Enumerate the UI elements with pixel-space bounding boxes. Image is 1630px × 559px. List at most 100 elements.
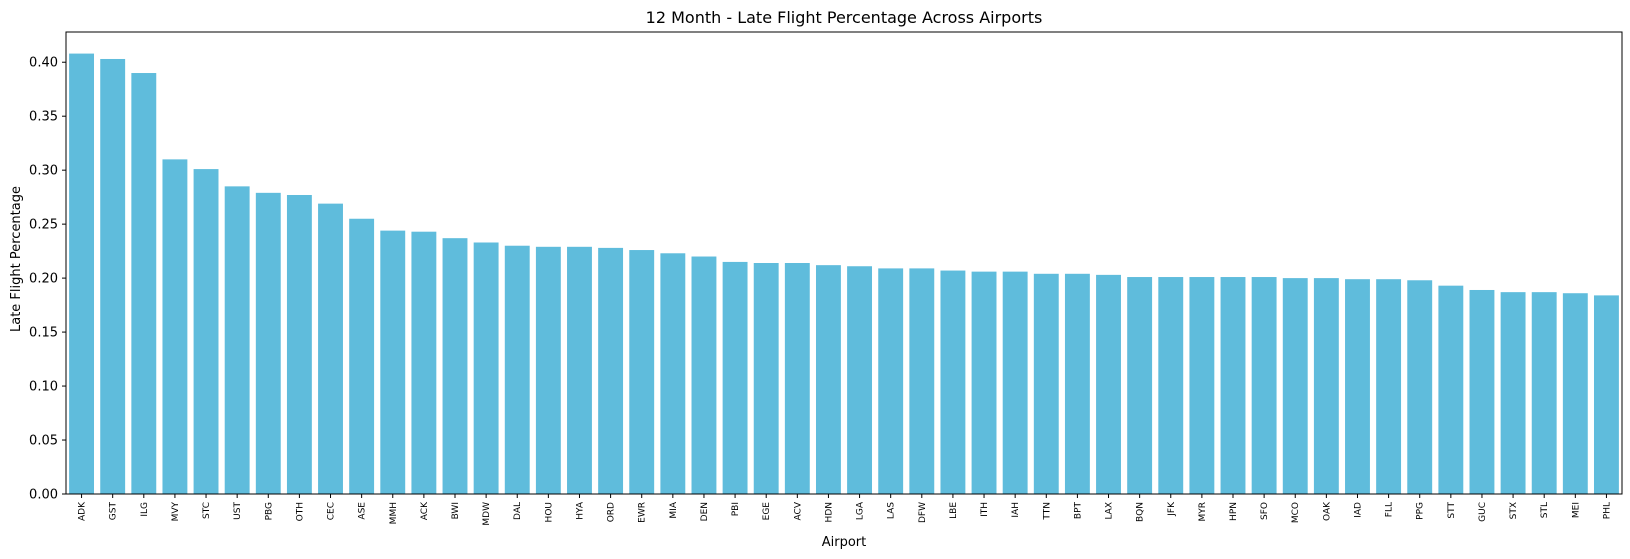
bar-hpn	[1220, 277, 1246, 494]
x-tick-label: BWI	[451, 502, 461, 519]
x-tick-label: CEC	[327, 502, 337, 520]
x-tick-label: MCO	[1291, 502, 1301, 523]
x-tick-label: ITH	[980, 502, 990, 517]
bar-ege	[753, 263, 779, 494]
y-tick-label: 0.00	[29, 488, 58, 503]
y-tick-label: 0.20	[29, 272, 58, 287]
chart-title: 12 Month - Late Flight Percentage Across…	[646, 8, 1043, 27]
x-tick-label: PBG	[264, 502, 274, 520]
x-tick-label: MDW	[482, 502, 492, 526]
y-axis-label: Late Flight Percentage	[9, 186, 24, 332]
bar-lax	[1096, 274, 1121, 494]
bar-mco	[1282, 278, 1308, 494]
x-tick-label: LAS	[887, 502, 897, 519]
bar-bqn	[1127, 277, 1153, 494]
bars-group	[69, 53, 1619, 495]
bar-las	[878, 268, 904, 494]
x-tick-label: HDN	[824, 502, 834, 522]
bar-stl	[1531, 292, 1557, 494]
bar-phl	[1593, 295, 1619, 494]
bar-ewr	[629, 250, 655, 494]
x-tick-label: GST	[109, 502, 119, 521]
y-tick-label: 0.40	[29, 56, 58, 71]
bar-lga	[847, 266, 873, 494]
x-tick-label: ILG	[140, 502, 150, 517]
x-axis-label: Airport	[822, 535, 867, 550]
x-tick-label: OAK	[1322, 501, 1332, 521]
bar-ase	[349, 218, 375, 495]
bar-stt	[1438, 285, 1464, 494]
bar-ord	[598, 247, 624, 494]
bar-bwi	[442, 238, 468, 494]
x-tick-label: STT	[1447, 502, 1457, 519]
x-tick-label: OTH	[295, 502, 305, 521]
bar-bpt	[1064, 273, 1090, 494]
bar-oth	[286, 194, 312, 494]
x-tick-label: LGA	[856, 501, 866, 520]
bar-hdn	[815, 265, 841, 494]
bar-hou	[535, 246, 561, 494]
bar-ack	[411, 231, 437, 494]
y-tick-label: 0.35	[29, 110, 58, 125]
plot-frame	[65, 31, 1623, 495]
bar-mvy	[162, 159, 188, 494]
bar-pbi	[722, 261, 748, 494]
bar-stx	[1500, 292, 1526, 494]
bar-lbe	[940, 270, 966, 494]
x-tick-label: FLL	[1385, 502, 1395, 517]
x-tick-label: ACK	[420, 501, 430, 520]
bar-acv	[784, 263, 810, 494]
x-tick-label: EWR	[638, 502, 648, 523]
x-tick-label: IAH	[1011, 502, 1021, 518]
x-tick-label: GUC	[1478, 502, 1488, 522]
bar-mia	[660, 253, 686, 494]
x-tick-label: UST	[233, 502, 243, 520]
x-tick-label: PPG	[1416, 502, 1426, 520]
bar-mei	[1562, 293, 1588, 494]
x-tick-label: DAL	[513, 502, 523, 520]
bar-adk	[69, 53, 95, 495]
y-tick-label: 0.15	[29, 326, 58, 341]
y-tick-label: 0.10	[29, 380, 58, 395]
bar-myr	[1189, 277, 1215, 494]
bar-fll	[1376, 279, 1402, 494]
x-tick-label: HPN	[1229, 502, 1239, 521]
bar-den	[691, 256, 717, 494]
bar-ttn	[1033, 273, 1059, 494]
x-tick-label: STL	[1540, 502, 1550, 518]
x-tick-label: IAD	[1353, 502, 1363, 518]
x-tick-label: PHL	[1602, 502, 1612, 519]
x-tick-label: ASE	[358, 502, 368, 520]
bar-ppg	[1407, 280, 1433, 494]
x-tick-label: PBI	[731, 502, 741, 516]
bar-jfk	[1158, 277, 1184, 494]
x-tick-label: ACV	[793, 501, 803, 520]
x-tick-label: BQN	[1136, 502, 1146, 522]
x-tick-label: MIA	[669, 501, 679, 518]
x-tick-label: DFW	[918, 502, 928, 523]
x-tick-label: LAX	[1105, 502, 1115, 520]
bar-gst	[100, 58, 126, 494]
x-tick-label: ORD	[607, 502, 617, 522]
bar-mmh	[380, 230, 406, 494]
x-tick-label: DEN	[700, 502, 710, 521]
x-tick-label: SFO	[1260, 502, 1270, 520]
y-tick-label: 0.25	[29, 218, 58, 233]
bar-ith	[971, 271, 997, 494]
x-tick-label: TTN	[1042, 502, 1052, 521]
x-tick-label: MMH	[389, 502, 399, 524]
y-tick-label: 0.30	[29, 164, 58, 179]
bar-ust	[224, 186, 250, 495]
bar-hya	[567, 246, 592, 494]
bar-cec	[318, 203, 343, 494]
y-tick-label: 0.05	[29, 434, 58, 449]
bar-iad	[1345, 279, 1370, 494]
bar-dfw	[909, 268, 935, 494]
x-tick-label: EGE	[762, 502, 772, 521]
x-tick-label: ADK	[78, 501, 88, 521]
y-axis: 0.00 0.05 0.10 0.15 0.20 0.25 0.30 0.35 0.40	[29, 56, 66, 503]
bar-oak	[1313, 278, 1339, 494]
x-tick-label: BPT	[1073, 502, 1083, 520]
bar-stc	[193, 169, 219, 494]
